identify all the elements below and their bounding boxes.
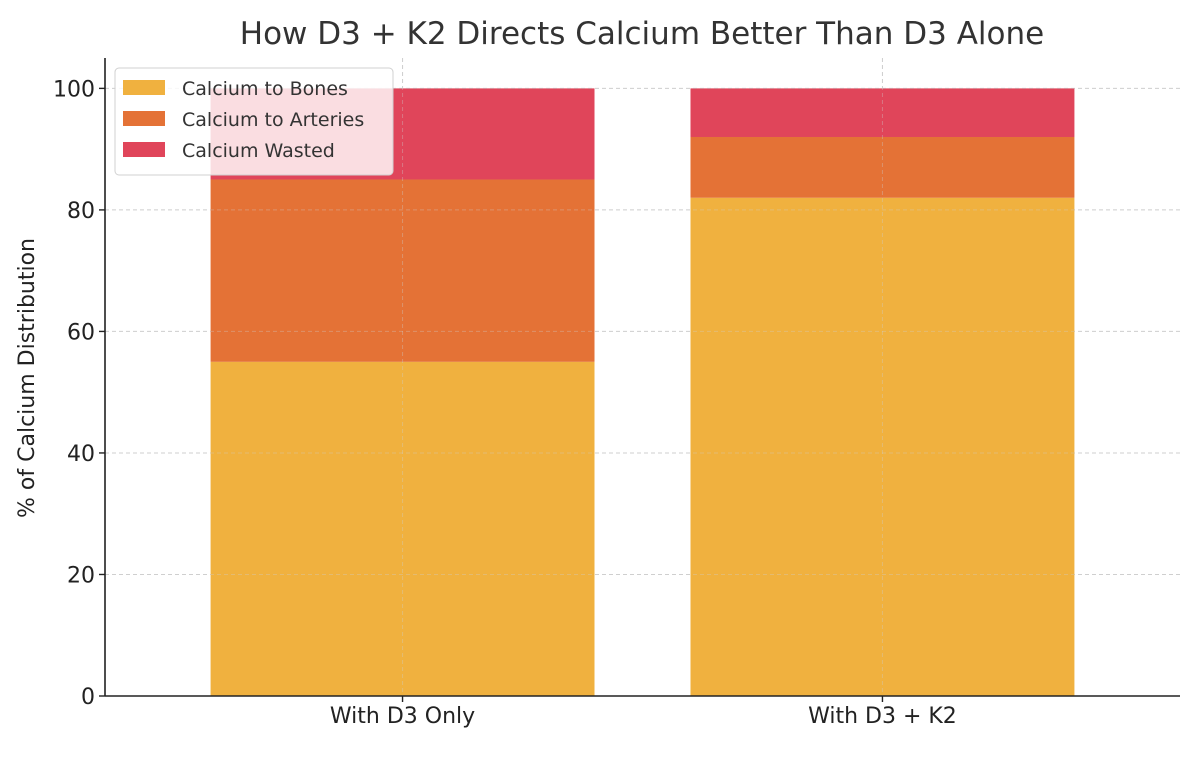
bar-calcium-to-arteries bbox=[210, 179, 595, 362]
legend-swatch bbox=[123, 111, 165, 126]
bar-calcium-to-arteries bbox=[690, 136, 1075, 198]
chart-title: How D3 + K2 Directs Calcium Better Than … bbox=[240, 16, 1044, 52]
legend-swatch bbox=[123, 80, 165, 95]
bar-calcium-to-bones bbox=[210, 361, 595, 696]
x-tick-label: With D3 Only bbox=[330, 704, 475, 729]
y-tick-label: 60 bbox=[67, 320, 95, 345]
bar-calcium-wasted bbox=[690, 88, 1075, 137]
y-tick-label: 100 bbox=[53, 77, 95, 102]
legend-label: Calcium to Bones bbox=[182, 78, 348, 100]
legend-box bbox=[114, 67, 394, 176]
y-tick-label: 0 bbox=[81, 685, 95, 710]
y-tick-label: 80 bbox=[67, 199, 95, 224]
x-tick-label: With D3 + K2 bbox=[808, 704, 957, 729]
legend-label: Calcium to Arteries bbox=[182, 109, 364, 131]
x-axis: With D3 Only With D3 + K2 bbox=[105, 695, 1180, 729]
legend: Calcium to Bones Calcium to Arteries Calci… bbox=[114, 67, 394, 176]
y-tick-label: 20 bbox=[67, 563, 95, 588]
y-axis: 0 20 40 60 80 100 bbox=[53, 58, 106, 710]
y-axis-label: % of Calcium Distribution bbox=[15, 238, 40, 518]
bar-calcium-to-bones bbox=[690, 197, 1075, 696]
legend-label: Calcium Wasted bbox=[182, 140, 335, 162]
bars bbox=[105, 58, 1180, 696]
y-tick-label: 40 bbox=[67, 442, 95, 467]
legend-swatch bbox=[123, 142, 165, 157]
